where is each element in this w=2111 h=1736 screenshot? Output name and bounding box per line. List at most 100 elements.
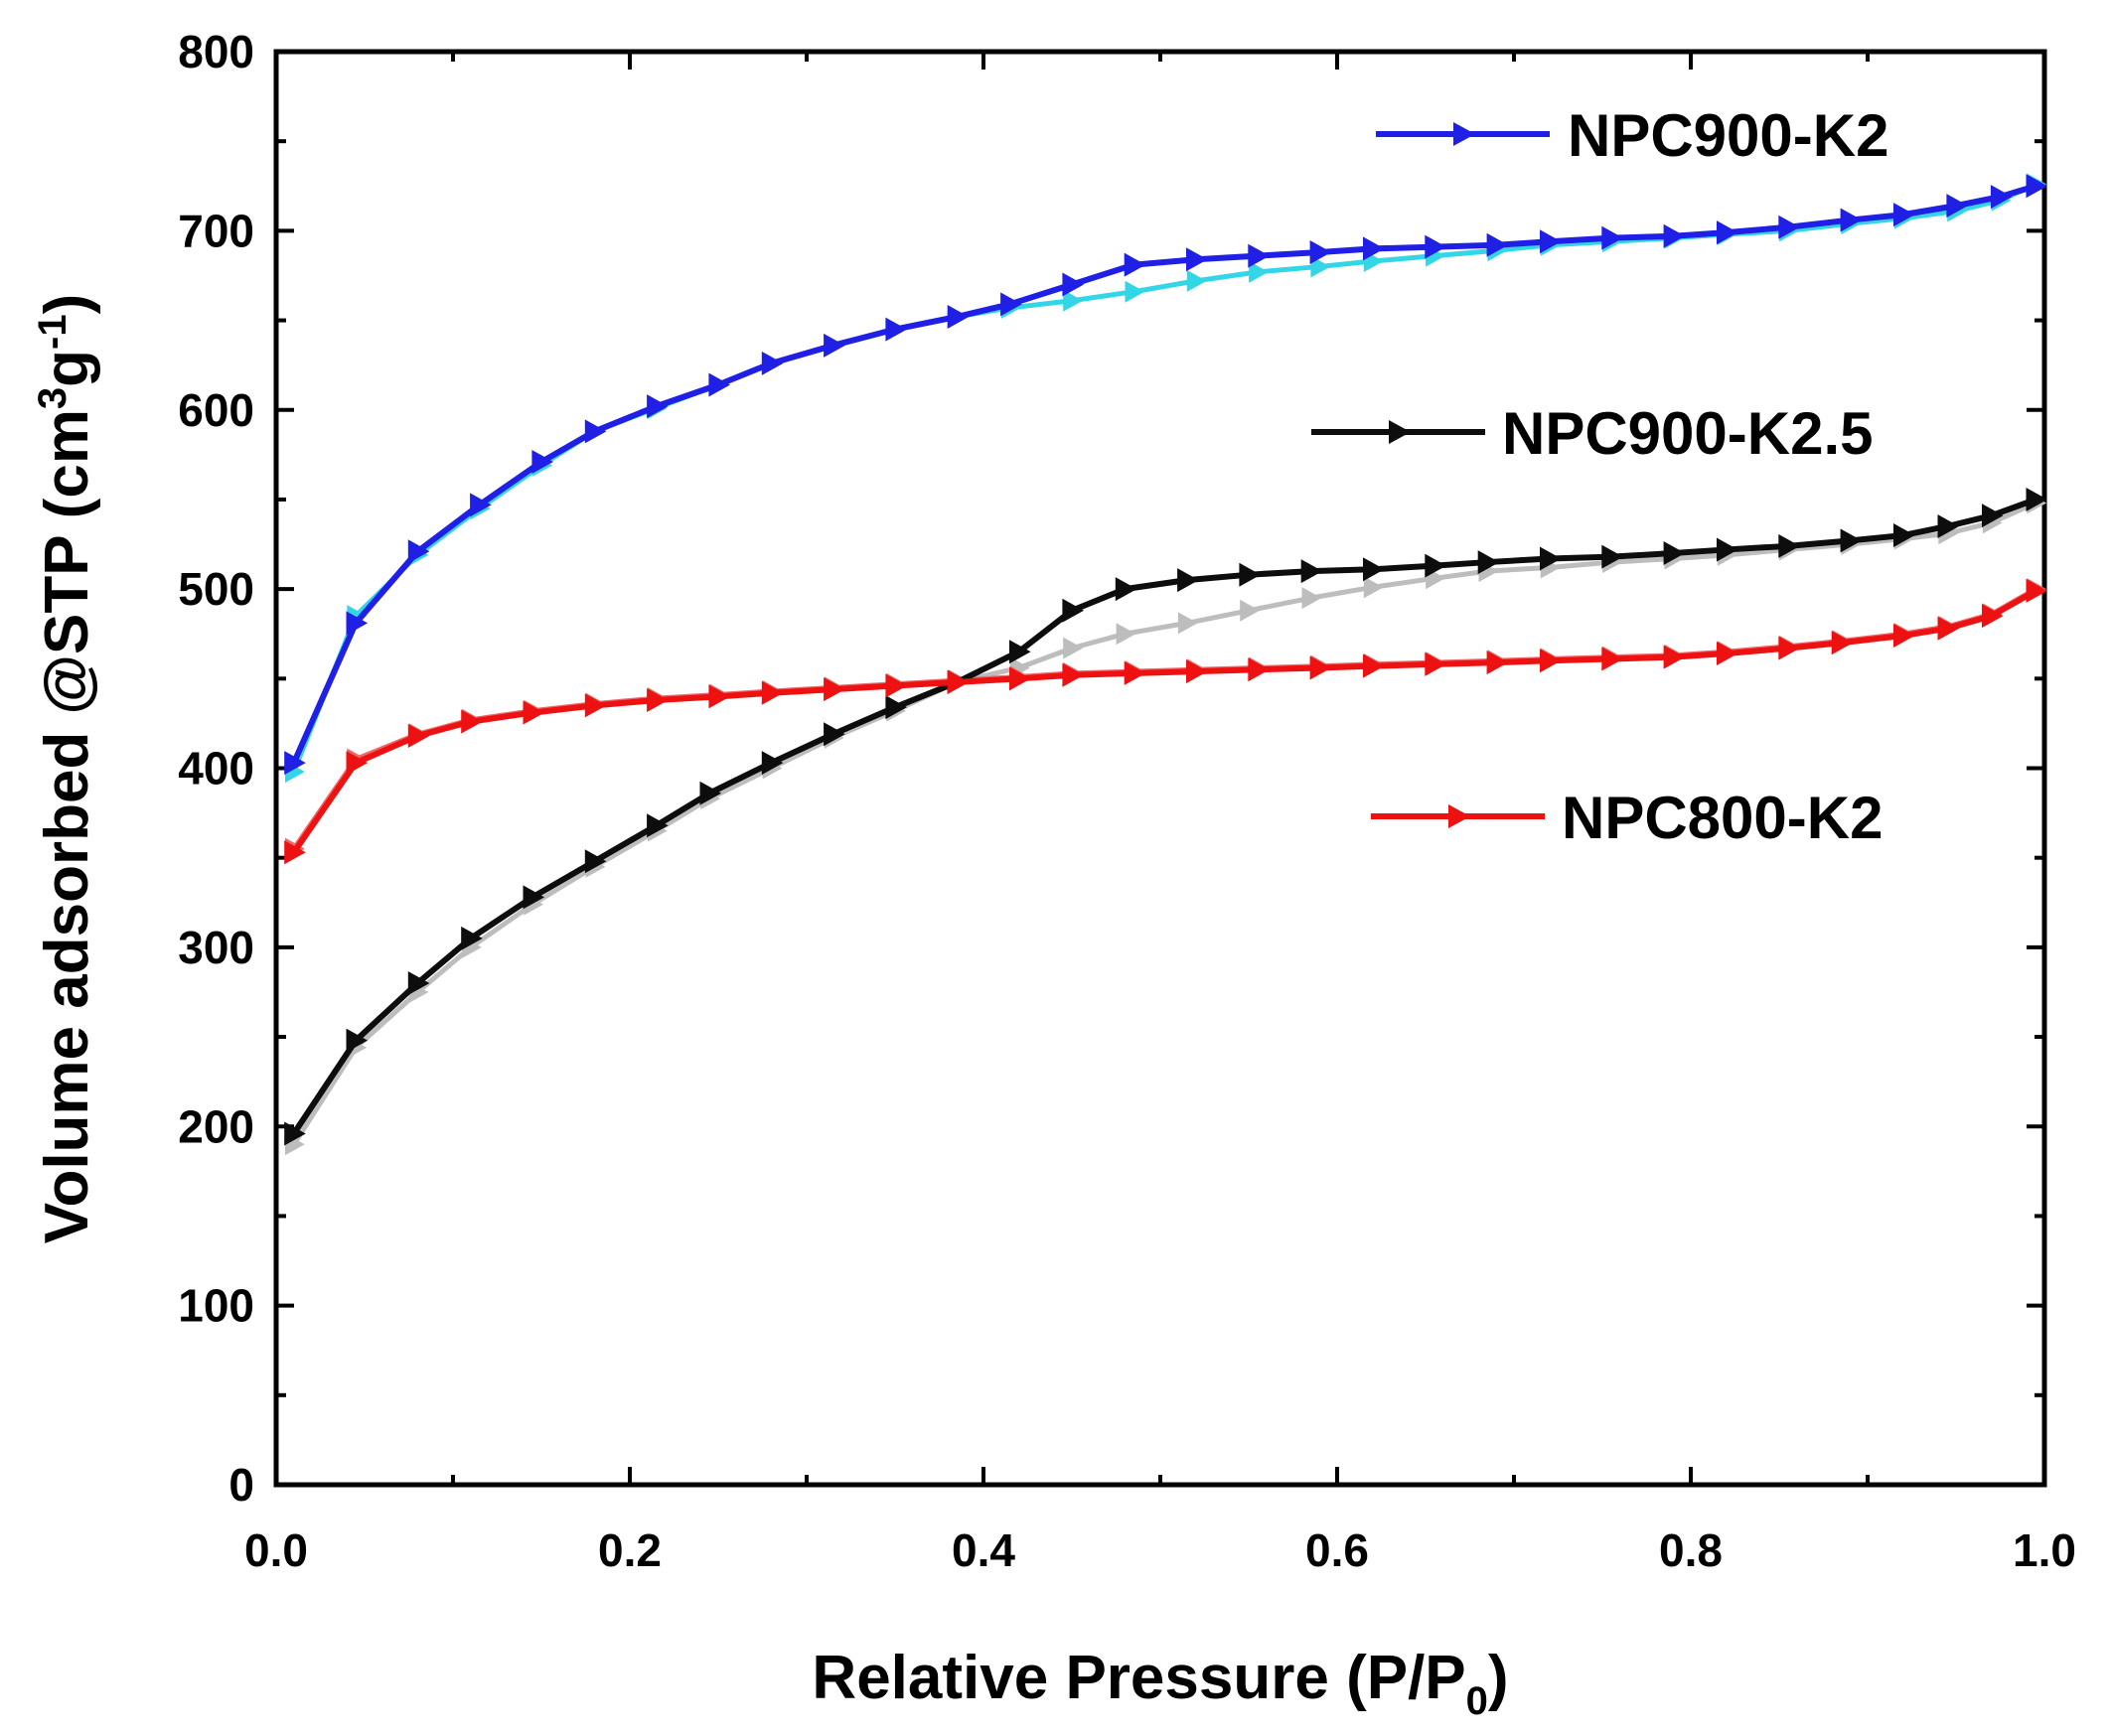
y-axis-title: Volume adsorbed @STP (cm3g-1)	[31, 294, 101, 1244]
data-point-npc900-k2-5-adsorption	[1663, 541, 1686, 566]
data-point-npc800-k2-adsorption	[1062, 662, 1084, 687]
data-point-npc800-k2-adsorption	[1540, 649, 1562, 673]
data-point-npc900-k2-5-adsorption	[346, 1028, 369, 1053]
data-point-npc900-k2-5-desorption	[1116, 623, 1136, 646]
data-point-npc900-k2-5-adsorption	[1477, 550, 1500, 575]
y-tick-label: 500	[178, 563, 254, 615]
data-point-npc800-k2-adsorption	[461, 709, 483, 734]
data-point-npc900-k2-5-adsorption	[1300, 559, 1323, 584]
legend-label-npc900-k2-5: NPC900-K2.5	[1502, 400, 1874, 467]
data-point-npc900-k2-adsorption	[1486, 232, 1509, 257]
data-point-npc900-k2-adsorption	[1540, 229, 1562, 254]
series-line-npc900-k2-desorption	[291, 182, 2037, 774]
data-point-npc900-k2-desorption	[1310, 255, 1331, 278]
data-point-npc900-k2-5-adsorption	[1893, 523, 1915, 548]
data-point-npc800-k2-adsorption	[2026, 578, 2046, 603]
series-npc900-k2-5-adsorption	[284, 487, 2046, 1146]
data-point-npc800-k2-adsorption	[647, 687, 669, 712]
data-point-npc800-k2-adsorption	[1486, 651, 1509, 675]
data-point-npc900-k2-adsorption	[2026, 174, 2046, 199]
legend: NPC900-K2 NPC900-K2.5 NPC800-K2	[1311, 102, 1888, 851]
data-point-npc900-k2-adsorption	[1248, 243, 1270, 268]
data-point-npc900-k2-5-adsorption	[461, 926, 483, 950]
data-point-npc800-k2-adsorption	[1124, 660, 1146, 685]
x-tick-label: 1.0	[2013, 1524, 2076, 1576]
data-point-npc800-k2-adsorption	[407, 724, 430, 749]
data-point-npc900-k2-adsorption	[824, 333, 845, 358]
x-tick-label: 0.4	[952, 1524, 1015, 1576]
data-point-npc900-k2-adsorption	[470, 493, 492, 517]
data-point-npc900-k2-5-desorption	[1363, 576, 1384, 599]
data-point-npc900-k2-adsorption	[1840, 208, 1863, 232]
data-point-npc900-k2-adsorption	[947, 304, 970, 329]
data-point-npc900-k2-5-adsorption	[1982, 504, 2004, 528]
data-point-npc800-k2-adsorption	[1778, 636, 1800, 660]
data-point-npc800-k2-adsorption	[1009, 666, 1031, 691]
data-point-npc900-k2-adsorption	[1946, 194, 1968, 218]
data-point-npc900-k2-5-adsorption	[1717, 537, 1738, 562]
y-tick-label: 0	[228, 1459, 254, 1511]
data-point-npc800-k2-adsorption	[761, 680, 784, 705]
data-point-npc800-k2-adsorption	[1717, 642, 1738, 666]
axis-ticks	[274, 50, 2046, 1487]
data-point-npc900-k2-5-desorption	[1301, 587, 1322, 610]
data-point-npc800-k2-adsorption	[1982, 604, 2004, 629]
data-point-npc900-k2-adsorption	[1124, 252, 1146, 277]
data-point-npc800-k2-adsorption	[1937, 616, 1960, 641]
legend-entry-npc900-k2: NPC900-K2	[1376, 102, 1888, 169]
data-point-npc900-k2-5-adsorption	[699, 781, 722, 805]
data-point-npc900-k2-adsorption	[1663, 223, 1686, 248]
data-point-npc900-k2-5-desorption	[1177, 612, 1198, 635]
data-point-npc900-k2-adsorption	[1601, 225, 1623, 250]
data-point-npc800-k2-adsorption	[1248, 657, 1270, 682]
data-point-npc800-k2-adsorption	[1309, 655, 1332, 680]
data-point-npc900-k2-adsorption	[1990, 185, 2013, 210]
data-point-npc900-k2-desorption	[1125, 280, 1145, 303]
data-point-npc900-k2-adsorption	[584, 419, 607, 444]
series-npc800-k2-adsorption	[284, 578, 2046, 865]
data-point-npc800-k2-adsorption	[1831, 631, 1854, 655]
data-point-npc900-k2-5-adsorption	[1177, 568, 1199, 593]
x-tick-label: 0.8	[1659, 1524, 1723, 1576]
data-point-npc900-k2-adsorption	[647, 394, 669, 419]
legend-label-npc800-k2: NPC800-K2	[1562, 785, 1883, 851]
data-point-npc900-k2-desorption	[1186, 269, 1207, 292]
series-npc900-k2-adsorption	[284, 174, 2046, 776]
data-point-npc900-k2-adsorption	[885, 317, 907, 342]
data-point-npc900-k2-5-adsorption	[284, 1121, 306, 1146]
data-point-npc900-k2-5-adsorption	[1363, 557, 1385, 582]
data-point-npc900-k2-adsorption	[1893, 203, 1915, 227]
data-point-npc900-k2-5-adsorption	[1778, 533, 1800, 558]
data-point-npc900-k2-adsorption	[1778, 215, 1800, 239]
data-point-npc900-k2-adsorption	[284, 751, 306, 776]
data-point-npc900-k2-adsorption	[1000, 292, 1022, 317]
data-point-npc900-k2-5-adsorption	[1601, 544, 1623, 569]
data-point-npc800-k2-adsorption	[1601, 647, 1623, 671]
data-point-npc800-k2-adsorption	[885, 673, 907, 698]
legend-entry-npc900-k2-5: NPC900-K2.5	[1311, 400, 1874, 467]
data-point-npc900-k2-adsorption	[1425, 234, 1446, 259]
data-point-npc800-k2-adsorption	[947, 669, 970, 694]
data-point-npc900-k2-5-desorption	[1240, 599, 1260, 622]
legend-marker-npc900-k2	[1453, 122, 1475, 146]
data-point-npc900-k2-5-adsorption	[407, 970, 430, 995]
data-point-npc900-k2-5-adsorption	[885, 695, 907, 720]
x-tick-labels: 0.0 0.2 0.4 0.6 0.8 1.0	[244, 1524, 2076, 1576]
series-layer	[284, 173, 2046, 1156]
data-point-npc800-k2-adsorption	[1663, 645, 1686, 669]
data-point-npc900-k2-5-adsorption	[1840, 528, 1863, 553]
data-point-npc800-k2-adsorption	[284, 840, 306, 865]
x-axis-title: Relative Pressure (P/P0)	[812, 1644, 1508, 1723]
data-point-npc900-k2-5-adsorption	[2026, 487, 2046, 511]
data-point-npc900-k2-adsorption	[708, 372, 730, 397]
data-point-npc900-k2-5-adsorption	[523, 885, 545, 910]
y-tick-label: 100	[178, 1280, 254, 1332]
data-point-npc900-k2-5-adsorption	[1937, 513, 1960, 538]
data-point-npc900-k2-5-adsorption	[1425, 553, 1446, 578]
data-point-npc900-k2-5-adsorption	[1239, 562, 1261, 587]
data-point-npc900-k2-adsorption	[531, 450, 553, 475]
data-point-npc900-k2-5-adsorption	[1115, 577, 1137, 602]
legend-entry-npc800-k2: NPC800-K2	[1371, 785, 1883, 851]
data-point-npc900-k2-5-desorption	[1063, 637, 1083, 659]
